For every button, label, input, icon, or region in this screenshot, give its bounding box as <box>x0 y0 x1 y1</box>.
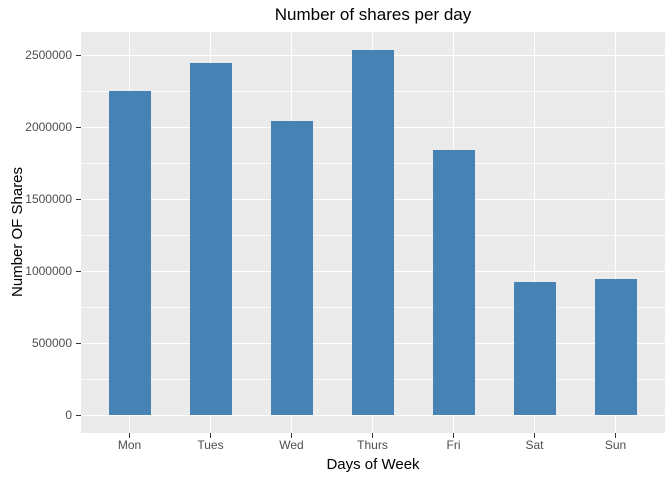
y-tick-label: 2000000 <box>25 120 72 135</box>
x-tick-mark <box>372 433 373 438</box>
y-tick-label: 500000 <box>31 336 72 351</box>
x-tick-label: Wed <box>279 438 304 452</box>
x-tick-mark <box>615 433 616 438</box>
x-tick-label: Mon <box>117 438 142 452</box>
x-tick-mark <box>129 433 130 438</box>
x-axis-title: Days of Week <box>326 456 420 473</box>
y-tick-label: 1000000 <box>25 264 72 279</box>
x-tick-label: Thurs <box>357 438 388 452</box>
y-axis-title-text: Number OF Shares <box>9 166 26 298</box>
plot-title: Number of shares per day <box>274 5 472 24</box>
bar-thurs <box>351 49 394 416</box>
y-tick-mark <box>76 198 81 200</box>
bar-wed <box>270 120 313 416</box>
bar-mon <box>108 90 151 416</box>
y-tick-mark <box>76 414 81 416</box>
bar-sat <box>513 281 556 416</box>
x-tick-label: Sat <box>525 438 544 452</box>
bar-sun <box>594 278 637 416</box>
y-tick-label: 0 <box>65 408 72 423</box>
x-tick-mark <box>453 433 454 438</box>
y-tick-label: 1500000 <box>25 192 72 207</box>
gridline-vertical <box>534 32 535 433</box>
x-tick-label: Sun <box>604 438 627 452</box>
y-tick-label: 2500000 <box>25 48 72 63</box>
gridline-major <box>81 414 665 416</box>
gridline-vertical <box>615 32 616 433</box>
x-tick-label: Fri <box>446 438 461 452</box>
x-tick-mark <box>291 433 292 438</box>
y-tick-mark <box>76 126 81 128</box>
x-tick-label: Tues <box>197 438 224 452</box>
bar-fri <box>432 149 475 416</box>
plot-panel <box>81 32 665 433</box>
bar-tues <box>189 62 232 416</box>
x-tick-mark <box>534 433 535 438</box>
y-axis-title: Number OF Shares <box>8 167 28 297</box>
x-tick-mark <box>210 433 211 438</box>
y-tick-mark <box>76 342 81 344</box>
y-tick-mark <box>76 270 81 272</box>
y-tick-mark <box>76 54 81 56</box>
